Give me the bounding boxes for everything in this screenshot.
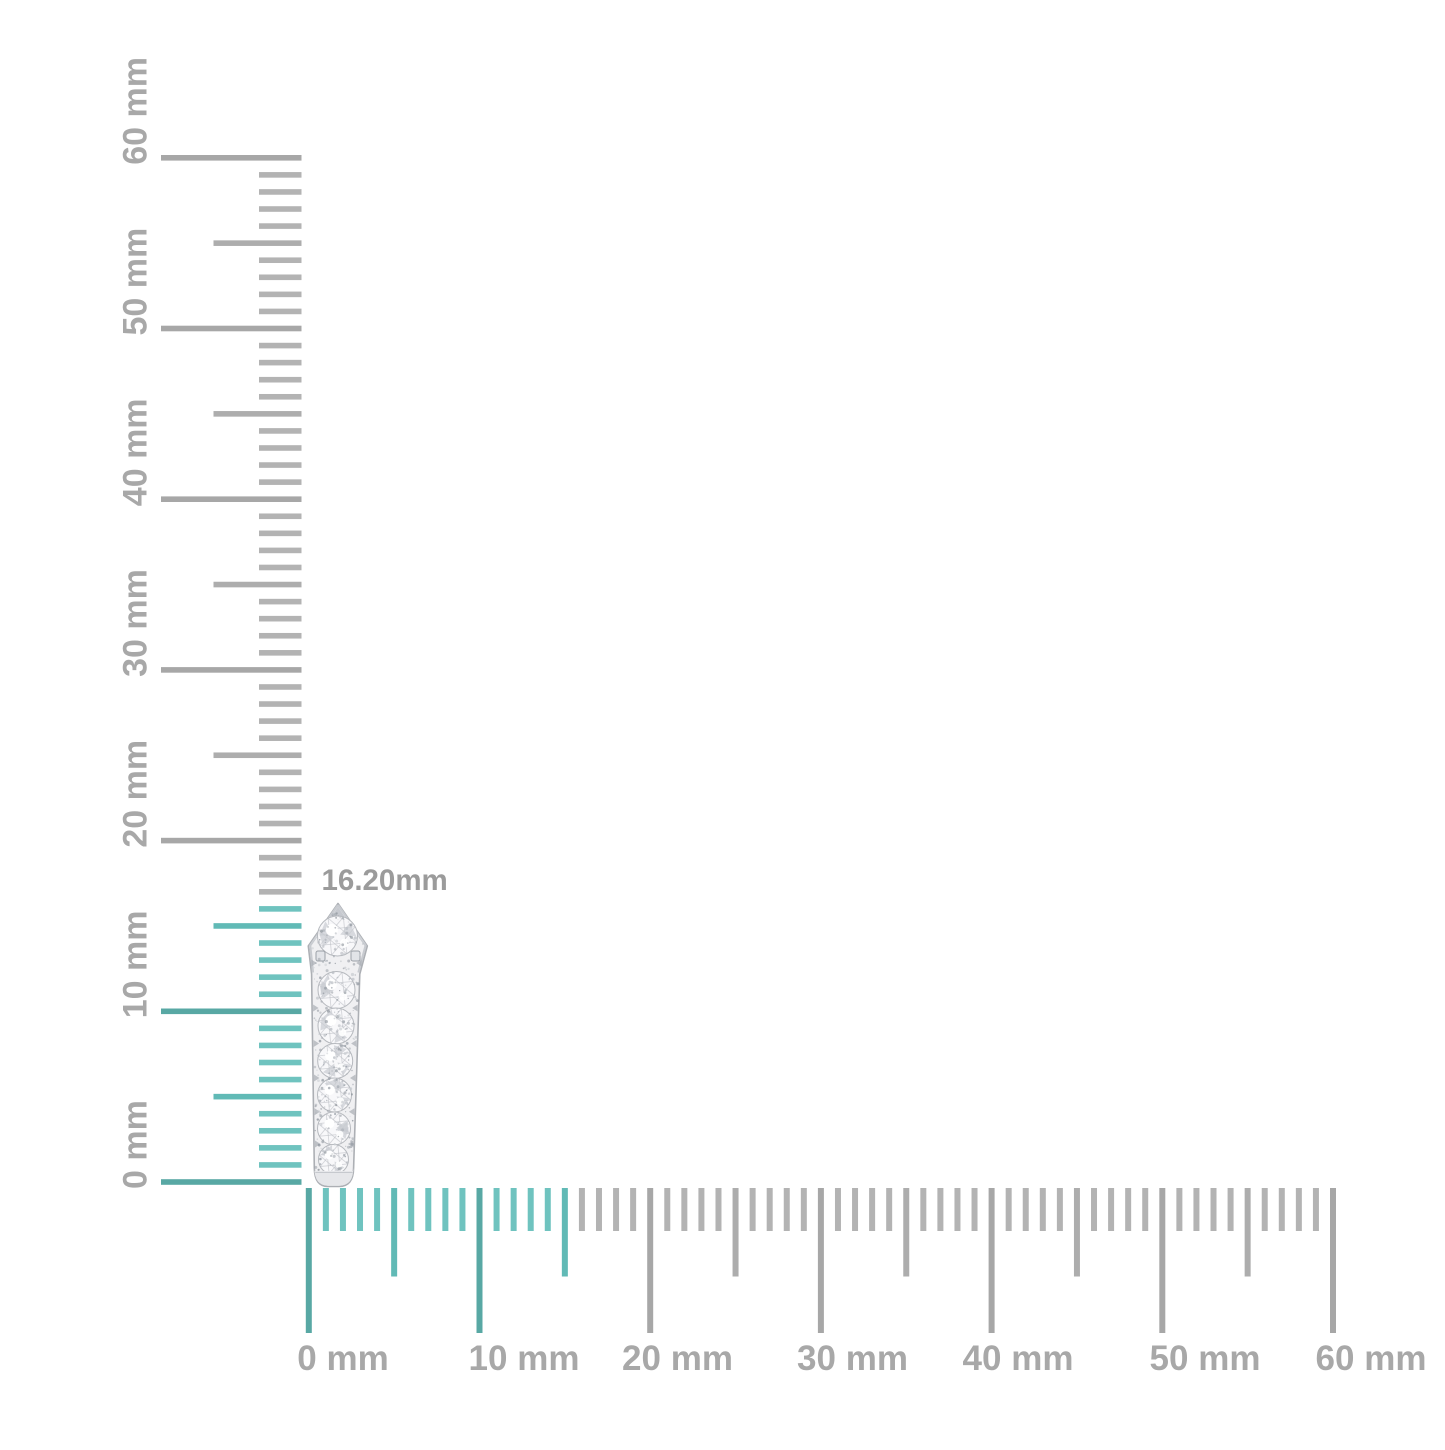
svg-text:10 mm: 10 mm [117, 911, 155, 1019]
svg-text:20 mm: 20 mm [622, 1339, 733, 1378]
svg-text:0 mm: 0 mm [117, 1100, 155, 1189]
svg-text:16.20mm: 16.20mm [322, 864, 448, 897]
svg-text:60 mm: 60 mm [1316, 1339, 1427, 1378]
svg-text:50 mm: 50 mm [117, 228, 155, 336]
svg-text:40 mm: 40 mm [117, 398, 155, 506]
svg-text:60 mm: 60 mm [117, 57, 155, 165]
svg-text:50 mm: 50 mm [1150, 1339, 1261, 1378]
svg-text:10 mm: 10 mm [469, 1339, 580, 1378]
svg-text:20 mm: 20 mm [117, 740, 155, 848]
svg-text:30 mm: 30 mm [117, 569, 155, 677]
svg-text:0 mm: 0 mm [297, 1339, 388, 1378]
svg-text:30 mm: 30 mm [797, 1339, 908, 1378]
svg-text:40 mm: 40 mm [963, 1339, 1074, 1378]
